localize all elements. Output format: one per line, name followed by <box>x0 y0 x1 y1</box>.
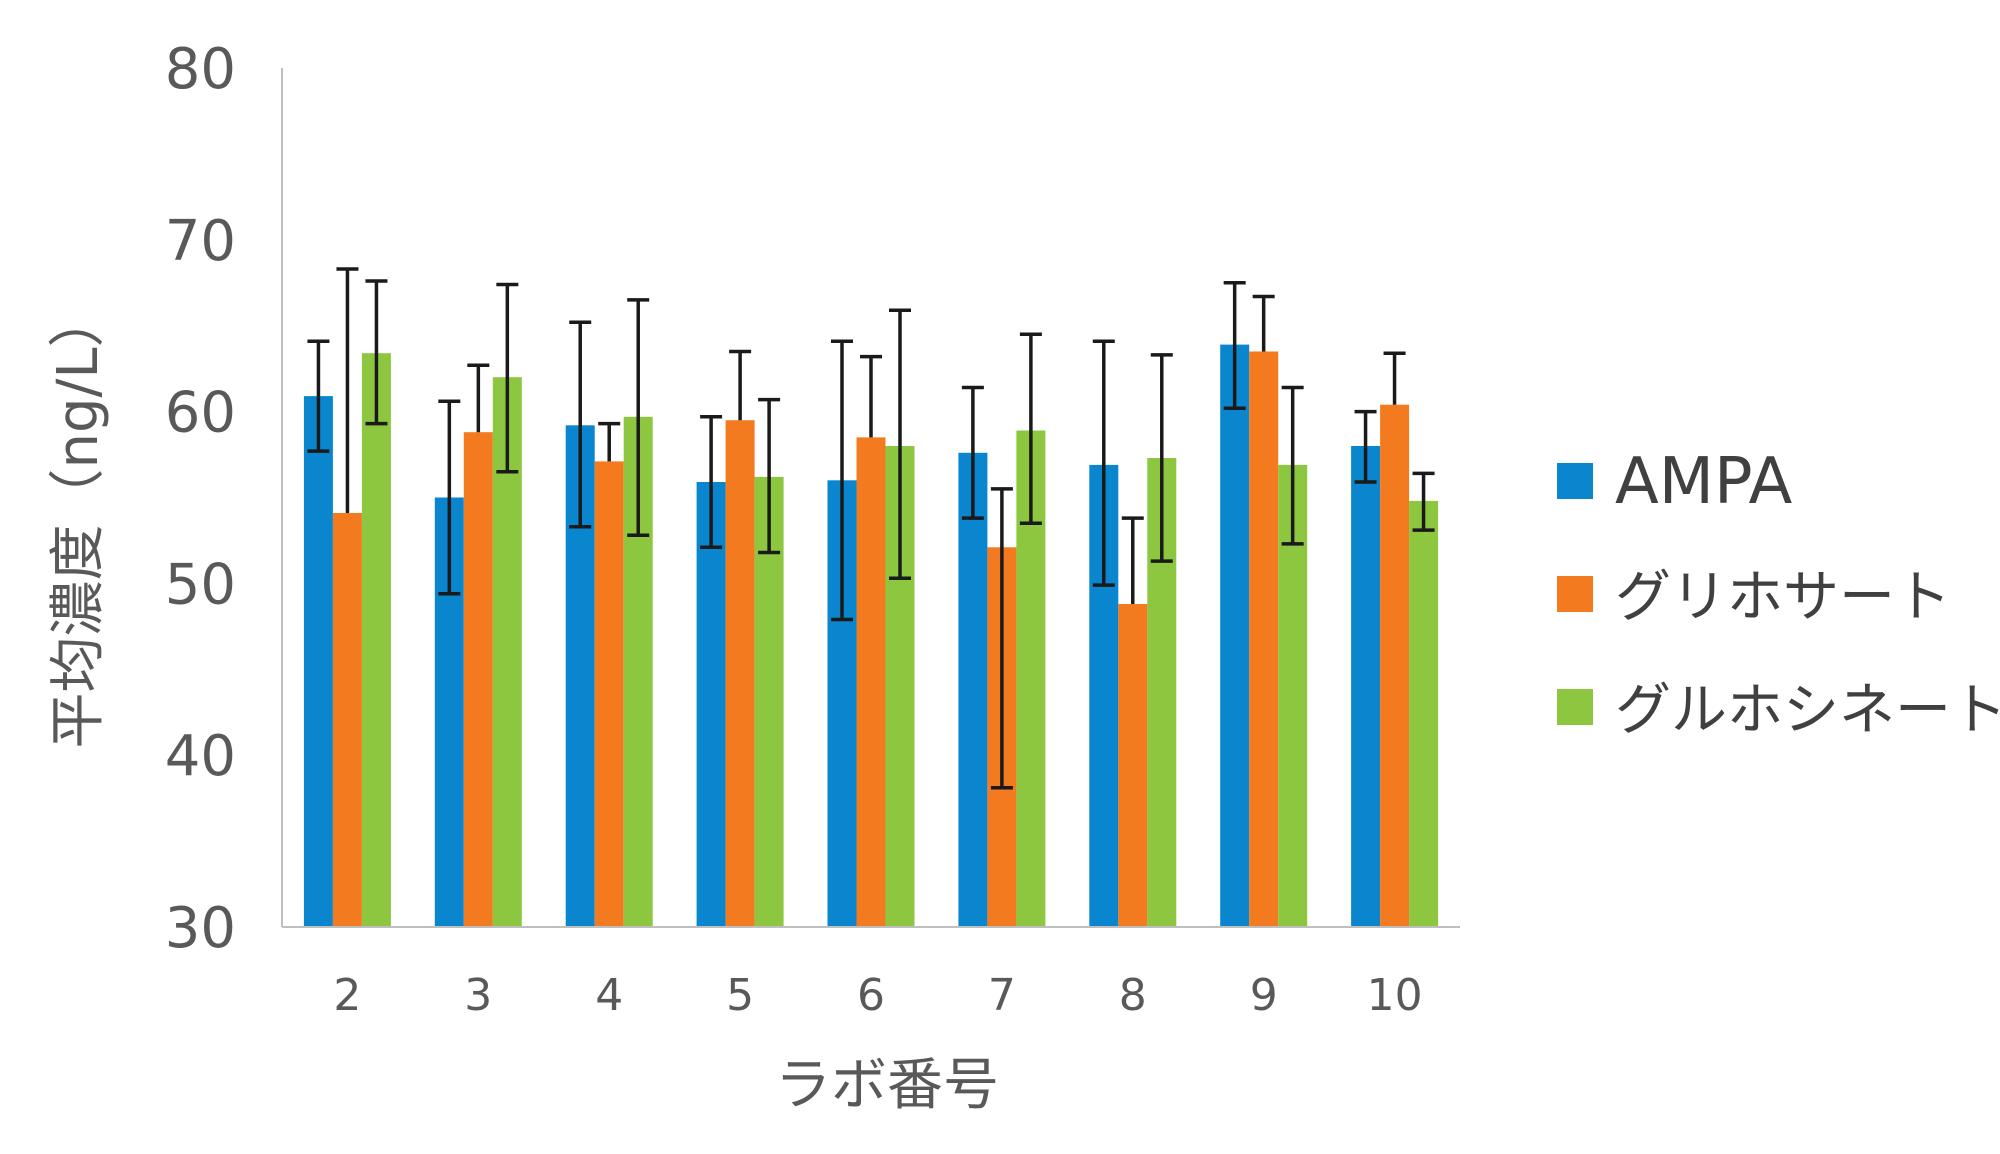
error-bar-4-series-2 <box>598 421 621 462</box>
legend-swatch <box>1557 576 1593 612</box>
error-bar-9-series-3 <box>1281 385 1304 546</box>
y-tick-label: 70 <box>165 209 236 274</box>
bar-6-series-2 <box>856 437 886 927</box>
bar-3-series-2 <box>463 432 493 927</box>
error-bar-3-series-3 <box>496 282 519 474</box>
bar-5-series-1 <box>696 482 726 927</box>
error-bar-2-series-3 <box>365 279 388 426</box>
bar-2-series-2 <box>332 513 362 927</box>
legend-label: グリホサート <box>1615 565 1951 630</box>
error-bars-group <box>307 267 1435 790</box>
error-bar-3-series-2 <box>467 363 490 433</box>
legend-swatch <box>1557 463 1593 499</box>
bar-9-series-2 <box>1249 351 1279 927</box>
y-axis-title: 平均濃度（ng/L） <box>46 291 111 748</box>
error-bar-9-series-1 <box>1223 281 1246 410</box>
error-bar-7-series-2 <box>990 487 1013 790</box>
bar-2-series-3 <box>361 353 391 927</box>
x-tick-label: 3 <box>464 970 492 1021</box>
x-tick-labels: 2 3 4 5 6 7 8 9 10 <box>333 970 1422 1021</box>
x-tick-label: 8 <box>1119 970 1147 1021</box>
error-bar-2-series-1 <box>307 339 330 453</box>
y-tick-label: 50 <box>165 552 236 617</box>
error-bar-4-series-3 <box>627 298 650 538</box>
error-bar-6-series-1 <box>831 339 853 622</box>
x-tick-label: 2 <box>333 970 361 1021</box>
bar-10-series-2 <box>1380 404 1410 927</box>
bars-group <box>303 344 1439 928</box>
error-bar-7-series-1 <box>961 385 984 520</box>
y-tick-label: 30 <box>165 896 236 961</box>
x-tick-label: 9 <box>1250 970 1278 1021</box>
error-bar-8-series-3 <box>1150 353 1173 563</box>
error-bar-10-series-1 <box>1354 409 1377 484</box>
bar-10-series-1 <box>1351 446 1381 927</box>
x-tick-label: 10 <box>1367 970 1423 1021</box>
bar-5-series-2 <box>725 420 755 927</box>
y-tick-label: 40 <box>165 724 236 789</box>
error-bar-10-series-2 <box>1383 351 1406 405</box>
bar-9-series-1 <box>1220 344 1250 928</box>
y-tick-label: 60 <box>165 381 236 446</box>
legend-item-2: グリホサート <box>1557 565 1951 630</box>
bar-10-series-3 <box>1409 500 1439 927</box>
x-tick-label: 5 <box>726 970 754 1021</box>
bar-2-series-1 <box>303 396 333 928</box>
error-bar-4-series-1 <box>569 320 592 529</box>
x-tick-label: 6 <box>857 970 885 1021</box>
legend-label: グルホシネート <box>1615 678 2000 743</box>
error-bar-5-series-1 <box>700 415 723 550</box>
legend-swatch <box>1557 689 1593 725</box>
bar-8-series-2 <box>1118 604 1148 927</box>
legend-label: AMPA <box>1615 445 1793 519</box>
error-bar-9-series-2 <box>1252 294 1275 352</box>
error-bar-3-series-1 <box>438 399 461 596</box>
error-bar-6-series-3 <box>889 308 911 580</box>
y-tick-labels: 30 40 50 60 70 80 <box>165 37 236 961</box>
error-bar-10-series-3 <box>1412 471 1435 532</box>
error-bar-8-series-1 <box>1092 339 1115 587</box>
bar-7-series-1 <box>958 452 988 927</box>
error-bar-6-series-2 <box>860 354 882 438</box>
error-bar-5-series-3 <box>758 397 781 555</box>
x-tick-label: 4 <box>595 970 623 1021</box>
bar-4-series-2 <box>594 461 624 927</box>
error-bar-5-series-2 <box>729 349 752 421</box>
x-axis-title: ラボ番号 <box>775 1053 999 1118</box>
legend-item-3: グルホシネート <box>1557 678 2000 743</box>
y-tick-label: 80 <box>165 37 236 102</box>
error-bar-7-series-3 <box>1019 332 1042 526</box>
error-bar-8-series-2 <box>1121 516 1144 604</box>
x-tick-label: 7 <box>988 970 1016 1021</box>
error-bar-2-series-2 <box>336 267 359 513</box>
legend-item-1: AMPA <box>1557 445 1793 519</box>
